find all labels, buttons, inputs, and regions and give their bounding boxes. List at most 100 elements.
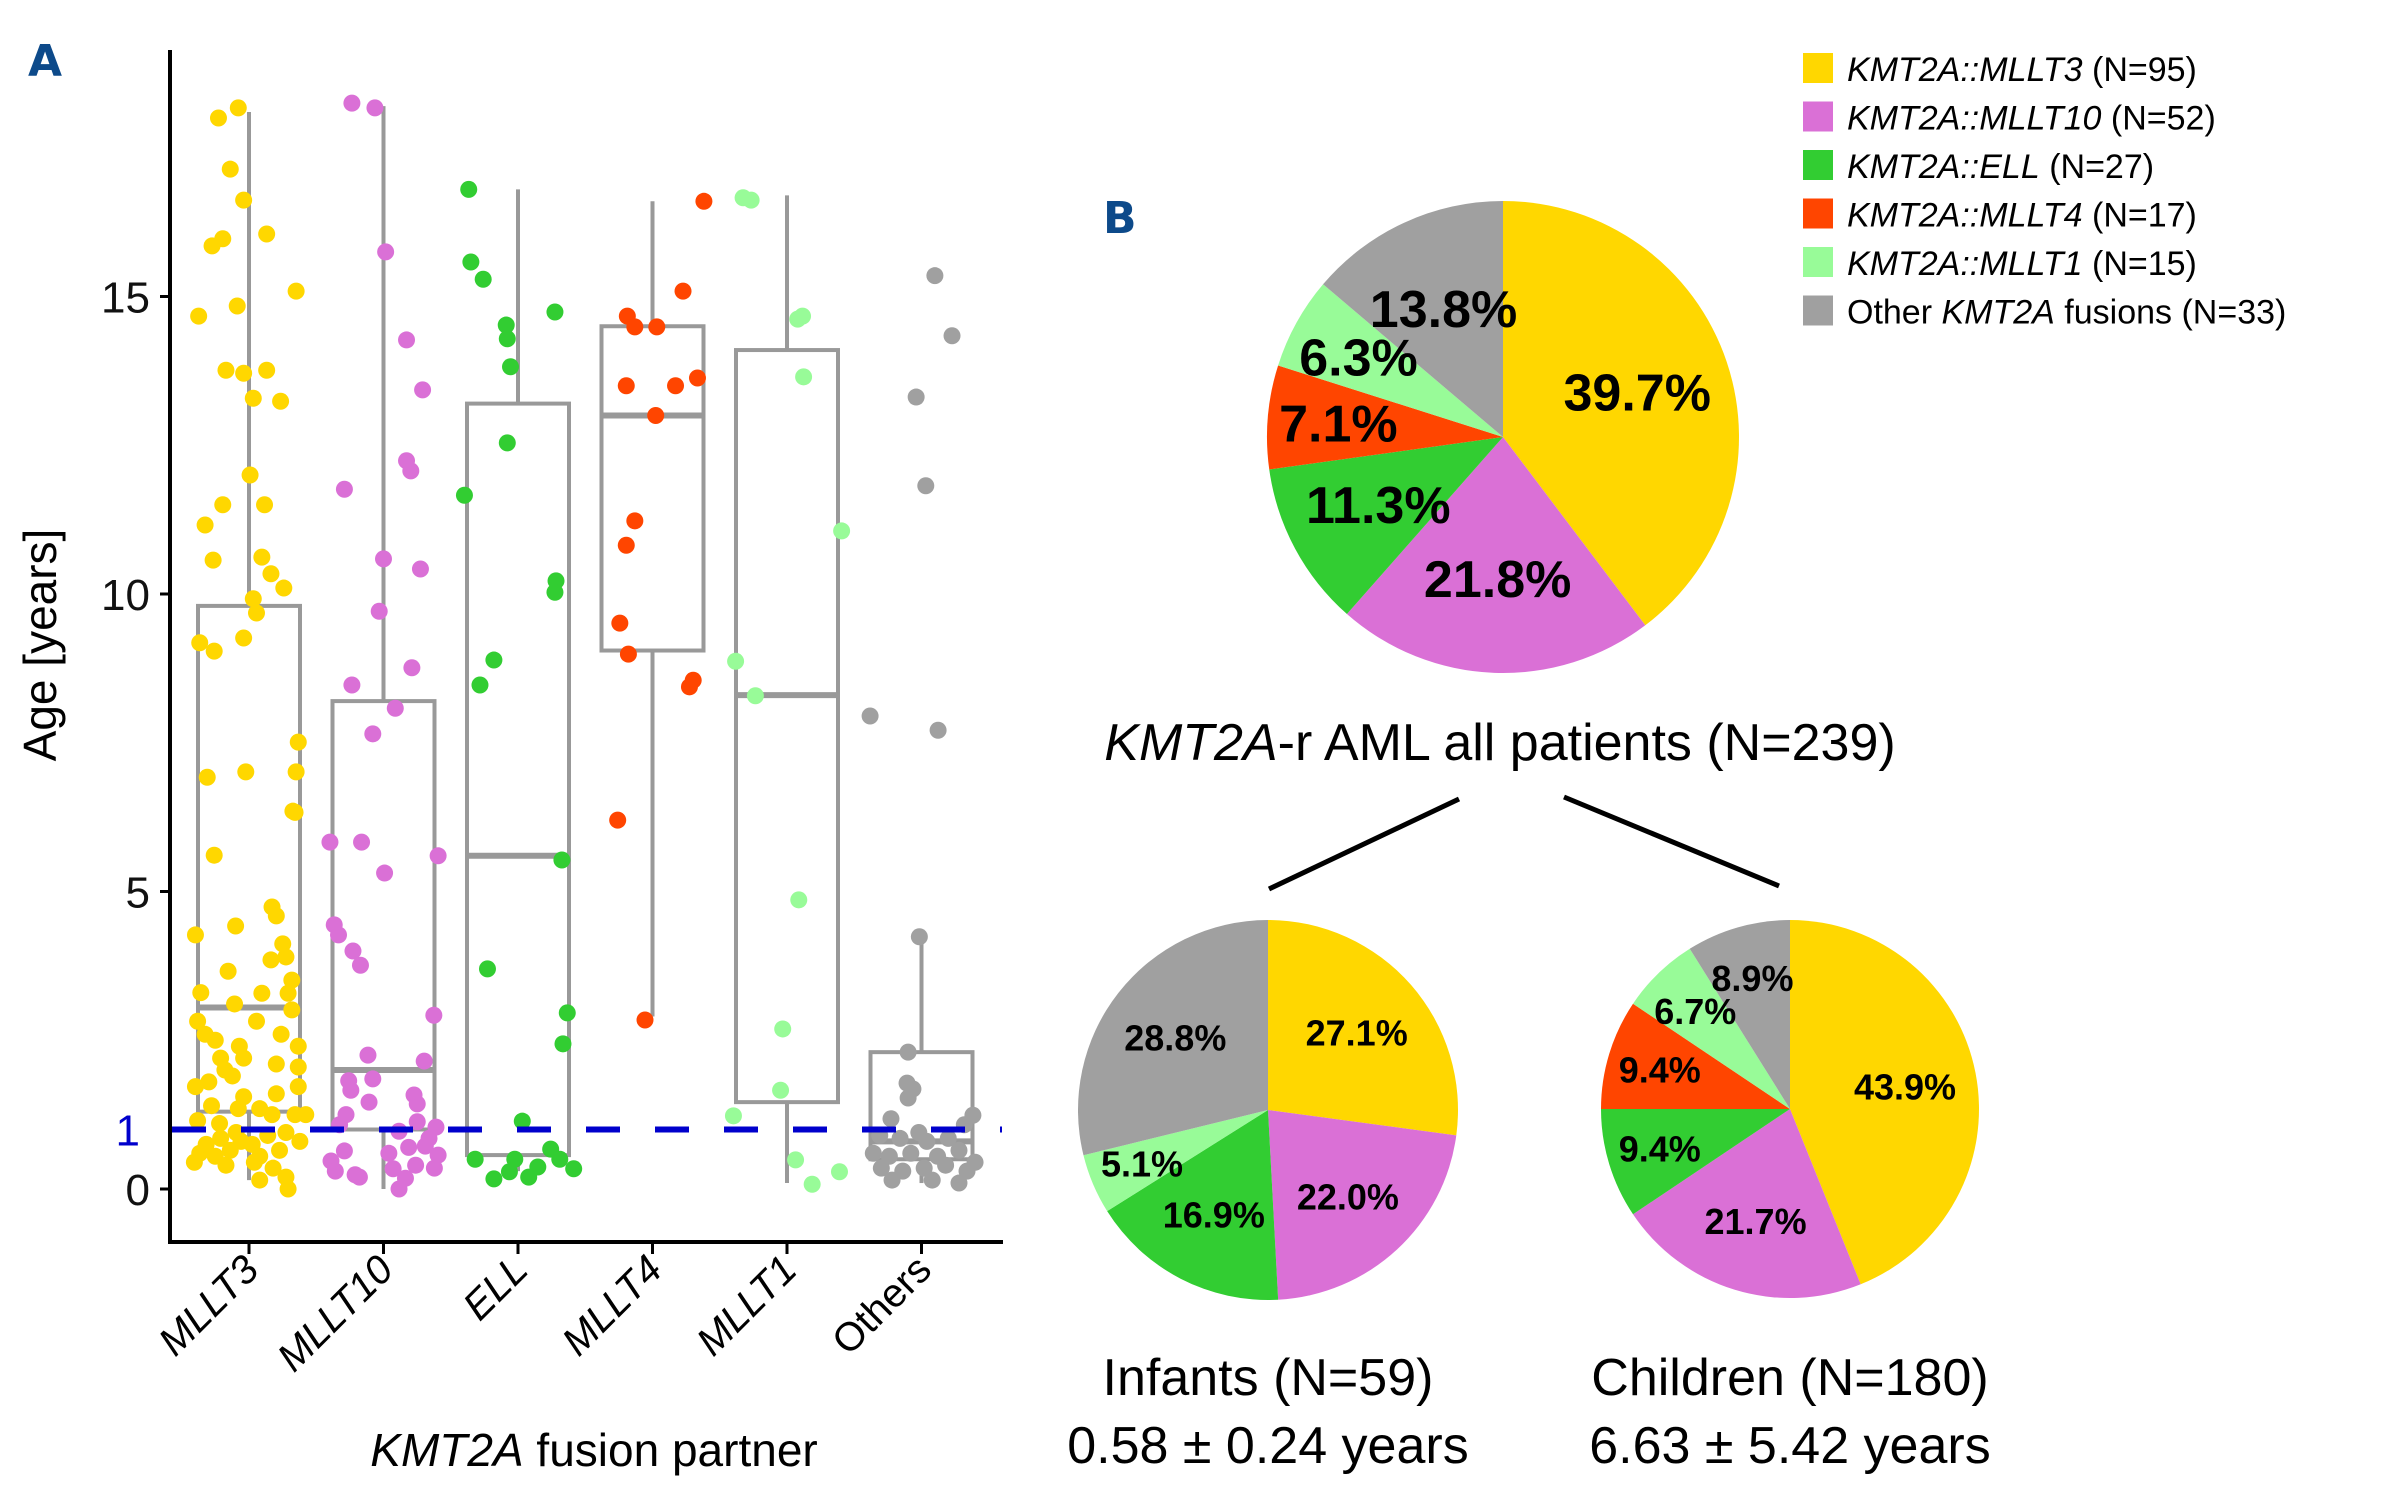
legend-label-gene: KMT2A::MLLT3 [1847, 51, 2083, 89]
legend: KMT2A::MLLT3 (N=95)KMT2A::MLLT10 (N=52)K… [1803, 51, 2286, 332]
data-point [466, 1150, 484, 1168]
data-point [520, 1168, 538, 1186]
data-point [277, 948, 295, 966]
data-point [899, 1043, 917, 1061]
data-point [226, 995, 244, 1013]
data-point [380, 1144, 398, 1162]
data-point [902, 1144, 920, 1162]
legend-label: KMT2A::MLLT10 (N=52) [1847, 100, 2216, 138]
data-point [212, 1129, 230, 1147]
box-group-ell [455, 180, 583, 1188]
box-group-mllt10 [321, 94, 447, 1198]
legend-label: KMT2A::ELL (N=27) [1847, 148, 2154, 186]
data-point [190, 307, 208, 325]
data-point [558, 1004, 576, 1022]
data-point [264, 1159, 282, 1177]
x-axis-title-italic: KMT2A [370, 1424, 523, 1476]
data-point [684, 671, 702, 689]
data-point [414, 381, 432, 399]
x-tick-label: MLLT10 [269, 1247, 402, 1380]
data-point [211, 1115, 229, 1133]
data-point [253, 984, 271, 1002]
pie-slice-ell [1107, 1110, 1279, 1300]
data-point [353, 833, 371, 851]
pie-slice-label: 21.8% [1424, 551, 1571, 609]
data-point [189, 1012, 207, 1030]
data-point [344, 942, 362, 960]
data-point [291, 1132, 309, 1150]
data-point [795, 368, 813, 386]
data-point [966, 1153, 984, 1171]
data-point [244, 389, 262, 407]
data-point [864, 1144, 882, 1162]
data-point [351, 956, 369, 974]
x-tick-label: MLLT3 [150, 1247, 267, 1364]
data-point [272, 1025, 290, 1043]
data-point [251, 1171, 269, 1189]
data-point [830, 1163, 848, 1181]
data-point [790, 891, 808, 909]
data-point [411, 560, 429, 578]
data-point [283, 1001, 301, 1019]
data-point [216, 1061, 234, 1079]
data-point [253, 548, 271, 566]
pie-slice-ell [1269, 437, 1503, 615]
pie-slice-others [1078, 920, 1268, 1156]
legend-item: KMT2A::ELL (N=27) [1803, 148, 2154, 186]
pie-infants-title: Infants (N=59) [1103, 1349, 1434, 1407]
data-point [460, 180, 478, 198]
data-point [939, 1129, 957, 1147]
data-point [197, 1135, 215, 1153]
y-ticks: 0 5 10 15 [101, 274, 170, 1215]
data-point [910, 928, 928, 946]
pie-all-title-rest: -r AML all patients (N=239) [1278, 714, 1896, 772]
data-point [636, 1011, 654, 1029]
legend-label-count: (N=33) [2172, 294, 2286, 332]
box-group-mllt1 [724, 189, 851, 1193]
pie-children: 43.9%21.7%9.4%9.4%6.7%8.9% [1601, 920, 1979, 1299]
pie-slice-mllt1 [1278, 284, 1503, 437]
data-point [227, 917, 245, 935]
connector-line-children [1563, 794, 1780, 889]
legend-item: KMT2A::MLLT4 (N=17) [1803, 197, 2197, 235]
data-point [506, 1150, 524, 1168]
data-point [237, 763, 255, 781]
legend-label: KMT2A::MLLT1 (N=15) [1847, 245, 2197, 283]
data-point [926, 267, 944, 285]
data-point [277, 1123, 295, 1141]
data-point [915, 1159, 933, 1177]
data-point [429, 1146, 447, 1164]
data-point [275, 579, 293, 597]
y-tick-label: 0 [126, 1166, 150, 1215]
data-point [907, 388, 925, 406]
data-point [258, 361, 276, 379]
data-point [289, 1078, 307, 1096]
legend-swatch [1803, 101, 1833, 132]
box-iqr [599, 324, 706, 653]
data-point [899, 1089, 917, 1107]
pie-slice-label: 6.3% [1299, 330, 1418, 388]
data-point [258, 225, 276, 243]
data-point [279, 1180, 297, 1198]
data-point [366, 99, 384, 117]
data-point [186, 1078, 204, 1096]
data-point [950, 1174, 968, 1192]
legend-label-count: (N=27) [2040, 148, 2154, 186]
data-point [370, 602, 388, 620]
pie-slice-label: 8.9% [1711, 958, 1793, 999]
data-point [554, 1035, 572, 1053]
data-point [861, 707, 879, 725]
data-point [833, 522, 851, 540]
connector-line-infants [1267, 796, 1461, 892]
data-point [667, 377, 685, 395]
data-point [185, 1153, 203, 1171]
legend-label: Other KMT2A fusions (N=33) [1847, 294, 2286, 332]
pie-slice-mllt3 [1503, 201, 1740, 626]
data-point [647, 407, 665, 424]
pie-all-patients-title: KMT2A-r AML all patients (N=239) [1104, 714, 1895, 772]
data-point [267, 1085, 285, 1103]
data-point [880, 1147, 898, 1165]
data-point [205, 642, 223, 660]
data-point [283, 971, 301, 989]
